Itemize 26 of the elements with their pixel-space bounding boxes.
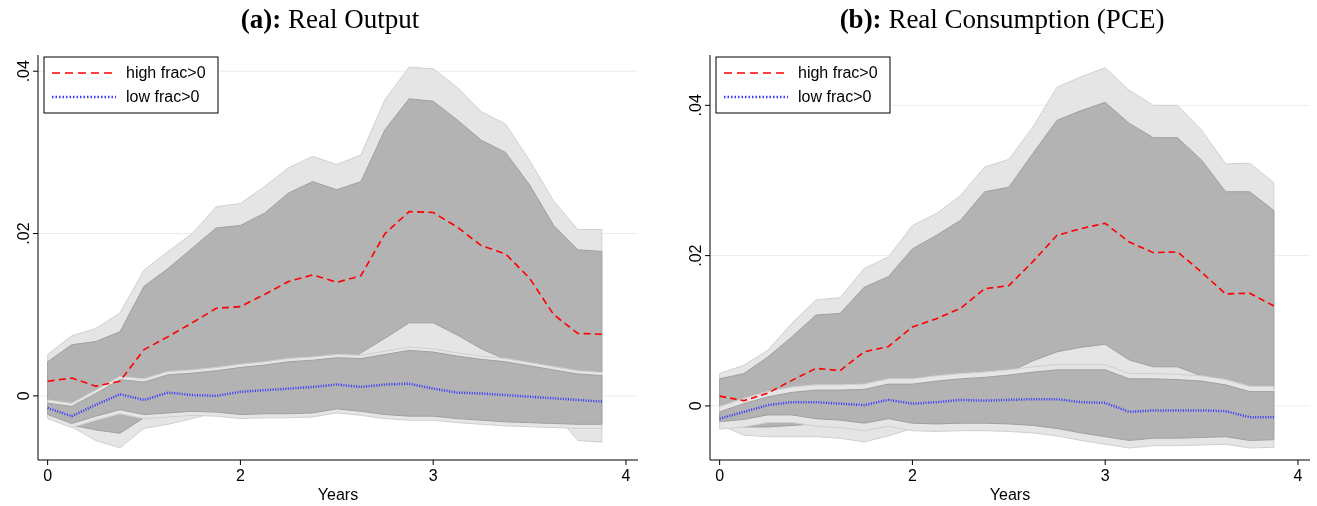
x-tick-label: 0 xyxy=(715,467,725,484)
legend-label: low frac>0 xyxy=(798,88,872,105)
x-tick-label: 4 xyxy=(1293,467,1303,484)
x-tick-label: 2 xyxy=(235,467,245,484)
x-tick-label: 4 xyxy=(621,467,631,484)
line-series xyxy=(718,222,1275,402)
x-tick-label: 3 xyxy=(1100,467,1110,484)
x-tick-label: 3 xyxy=(428,467,438,484)
x-axis-title: Years xyxy=(317,486,359,503)
line-series xyxy=(46,210,603,387)
x-axis-title: Years xyxy=(989,486,1031,503)
y-tick-label: .02 xyxy=(15,222,32,245)
y-tick-label: 0 xyxy=(15,391,32,401)
legend-label: low frac>0 xyxy=(126,88,200,105)
y-tick-label: .04 xyxy=(687,94,704,117)
chart-title: (a): Real Output xyxy=(240,4,420,34)
chart-title: (b): Real Consumption (PCE) xyxy=(839,4,1165,34)
y-tick-label: .04 xyxy=(15,60,32,83)
x-tick-label: 2 xyxy=(907,467,917,484)
y-tick-label: .02 xyxy=(687,244,704,267)
y-tick-label: 0 xyxy=(687,401,704,411)
line-series xyxy=(718,397,1276,420)
x-tick-label: 0 xyxy=(43,467,53,484)
legend-label: high frac>0 xyxy=(126,64,206,81)
line-series xyxy=(46,382,604,418)
legend-label: high frac>0 xyxy=(798,64,878,81)
